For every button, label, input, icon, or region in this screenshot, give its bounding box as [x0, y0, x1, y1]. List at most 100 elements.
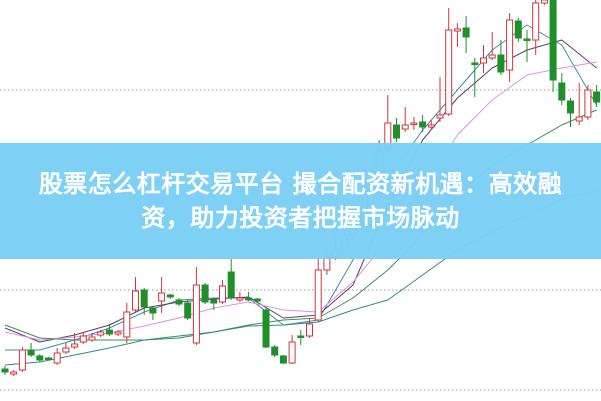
candle-body	[245, 297, 253, 301]
candle	[436, 77, 444, 122]
candle	[532, 0, 540, 55]
candle	[71, 333, 79, 349]
candle-body	[445, 29, 453, 115]
candle	[88, 333, 96, 342]
candle-body	[558, 82, 566, 101]
candle	[132, 277, 139, 312]
candle-body	[523, 38, 531, 41]
candle	[219, 280, 226, 304]
candle-body	[27, 349, 35, 356]
candle-body	[175, 299, 183, 305]
candle	[192, 267, 200, 345]
candle-body	[497, 54, 505, 73]
candle	[62, 343, 70, 354]
candle-body	[480, 57, 487, 64]
title-line-2: 资，助力投资者把握市场脉动	[141, 204, 460, 232]
candle	[45, 357, 52, 360]
candle	[18, 347, 26, 372]
candle-body	[201, 284, 209, 303]
candle-body	[323, 257, 331, 271]
candle-body	[288, 341, 296, 364]
candle	[488, 32, 496, 60]
candle-body	[184, 302, 192, 319]
candle-body	[62, 347, 70, 353]
candle-body	[140, 289, 148, 308]
candle	[575, 83, 583, 125]
candle	[393, 118, 400, 142]
candle-body	[45, 357, 52, 360]
candle	[245, 292, 253, 301]
candle	[149, 306, 157, 320]
candle	[549, 0, 557, 92]
candle	[262, 308, 270, 348]
candle-body	[97, 331, 105, 336]
candle-body	[410, 122, 418, 125]
candle	[253, 298, 261, 303]
candle-body	[132, 290, 139, 311]
candle	[427, 120, 435, 130]
candle-body	[1, 368, 9, 373]
candle	[210, 298, 218, 310]
candle	[462, 16, 470, 53]
candle	[105, 324, 113, 336]
candle	[514, 18, 522, 42]
candle-body	[506, 19, 514, 71]
candle-body	[123, 311, 131, 338]
candle-body	[192, 284, 200, 344]
candle	[523, 30, 531, 62]
candle	[166, 294, 174, 299]
candle	[158, 277, 166, 313]
candle	[453, 23, 461, 47]
candle-body	[488, 54, 496, 59]
candle	[201, 283, 209, 304]
candle-body	[236, 297, 244, 301]
candle	[123, 303, 131, 343]
candle-body	[567, 100, 574, 114]
candle-body	[314, 269, 322, 321]
candle	[279, 355, 287, 364]
candle-body	[471, 62, 479, 65]
candle-body	[105, 329, 113, 335]
candle	[79, 332, 87, 344]
candle-body	[10, 371, 18, 375]
candle	[567, 98, 574, 127]
candle-body	[79, 335, 87, 343]
candle	[306, 318, 313, 338]
candle	[1, 366, 9, 375]
candle-body	[53, 352, 61, 364]
candle-body	[306, 323, 313, 337]
candle-body	[210, 299, 218, 304]
candle	[584, 85, 592, 120]
candle-body	[532, 2, 540, 41]
candle-body	[88, 336, 96, 341]
candle	[558, 73, 566, 105]
candle-body	[540, 0, 548, 4]
candle-body	[401, 124, 409, 130]
candle-body	[158, 292, 166, 302]
candle	[593, 85, 601, 107]
candle-body	[297, 335, 305, 338]
candle-body	[18, 349, 26, 371]
candle	[53, 348, 61, 365]
candle	[297, 330, 305, 345]
candle-body	[219, 285, 226, 303]
candle-body	[462, 27, 470, 38]
candle	[506, 13, 514, 82]
candle-body	[575, 116, 583, 122]
candle-body	[514, 20, 522, 39]
candle	[27, 343, 35, 357]
candle	[497, 40, 505, 75]
candle	[480, 45, 487, 73]
candle	[175, 298, 183, 306]
candle-body	[36, 355, 44, 361]
candle-body	[393, 124, 400, 139]
candle-body	[436, 114, 444, 119]
candle	[445, 8, 453, 116]
candle-body	[549, 0, 557, 81]
candle	[10, 370, 18, 376]
candle-body	[71, 343, 79, 348]
candle	[419, 115, 427, 132]
candle	[97, 330, 105, 337]
candle-body	[453, 28, 461, 32]
